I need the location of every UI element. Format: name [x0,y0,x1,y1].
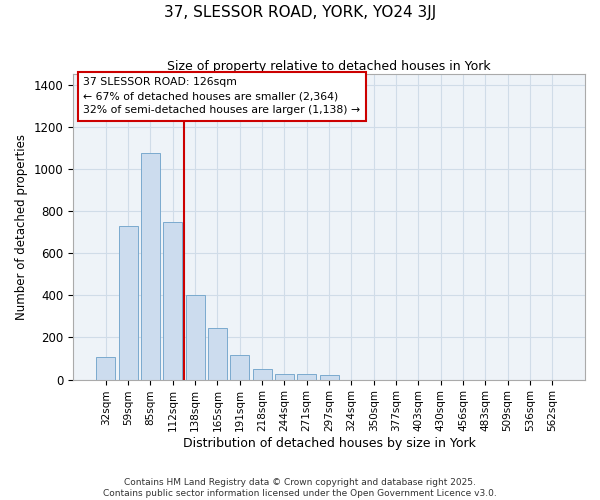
X-axis label: Distribution of detached houses by size in York: Distribution of detached houses by size … [182,437,475,450]
Bar [141,153,160,380]
Bar [163,222,182,380]
Bar [230,356,249,380]
Bar [208,328,227,380]
Bar [253,369,272,380]
Text: 37, SLESSOR ROAD, YORK, YO24 3JJ: 37, SLESSOR ROAD, YORK, YO24 3JJ [164,5,436,20]
Bar [320,376,338,380]
Title: Size of property relative to detached houses in York: Size of property relative to detached ho… [167,60,491,73]
Bar [119,226,137,380]
Text: 37 SLESSOR ROAD: 126sqm
← 67% of detached houses are smaller (2,364)
32% of semi: 37 SLESSOR ROAD: 126sqm ← 67% of detache… [83,77,361,115]
Bar [185,296,205,380]
Bar [275,374,294,380]
Bar [96,357,115,380]
Text: Contains HM Land Registry data © Crown copyright and database right 2025.
Contai: Contains HM Land Registry data © Crown c… [103,478,497,498]
Bar [297,374,316,380]
Y-axis label: Number of detached properties: Number of detached properties [15,134,28,320]
